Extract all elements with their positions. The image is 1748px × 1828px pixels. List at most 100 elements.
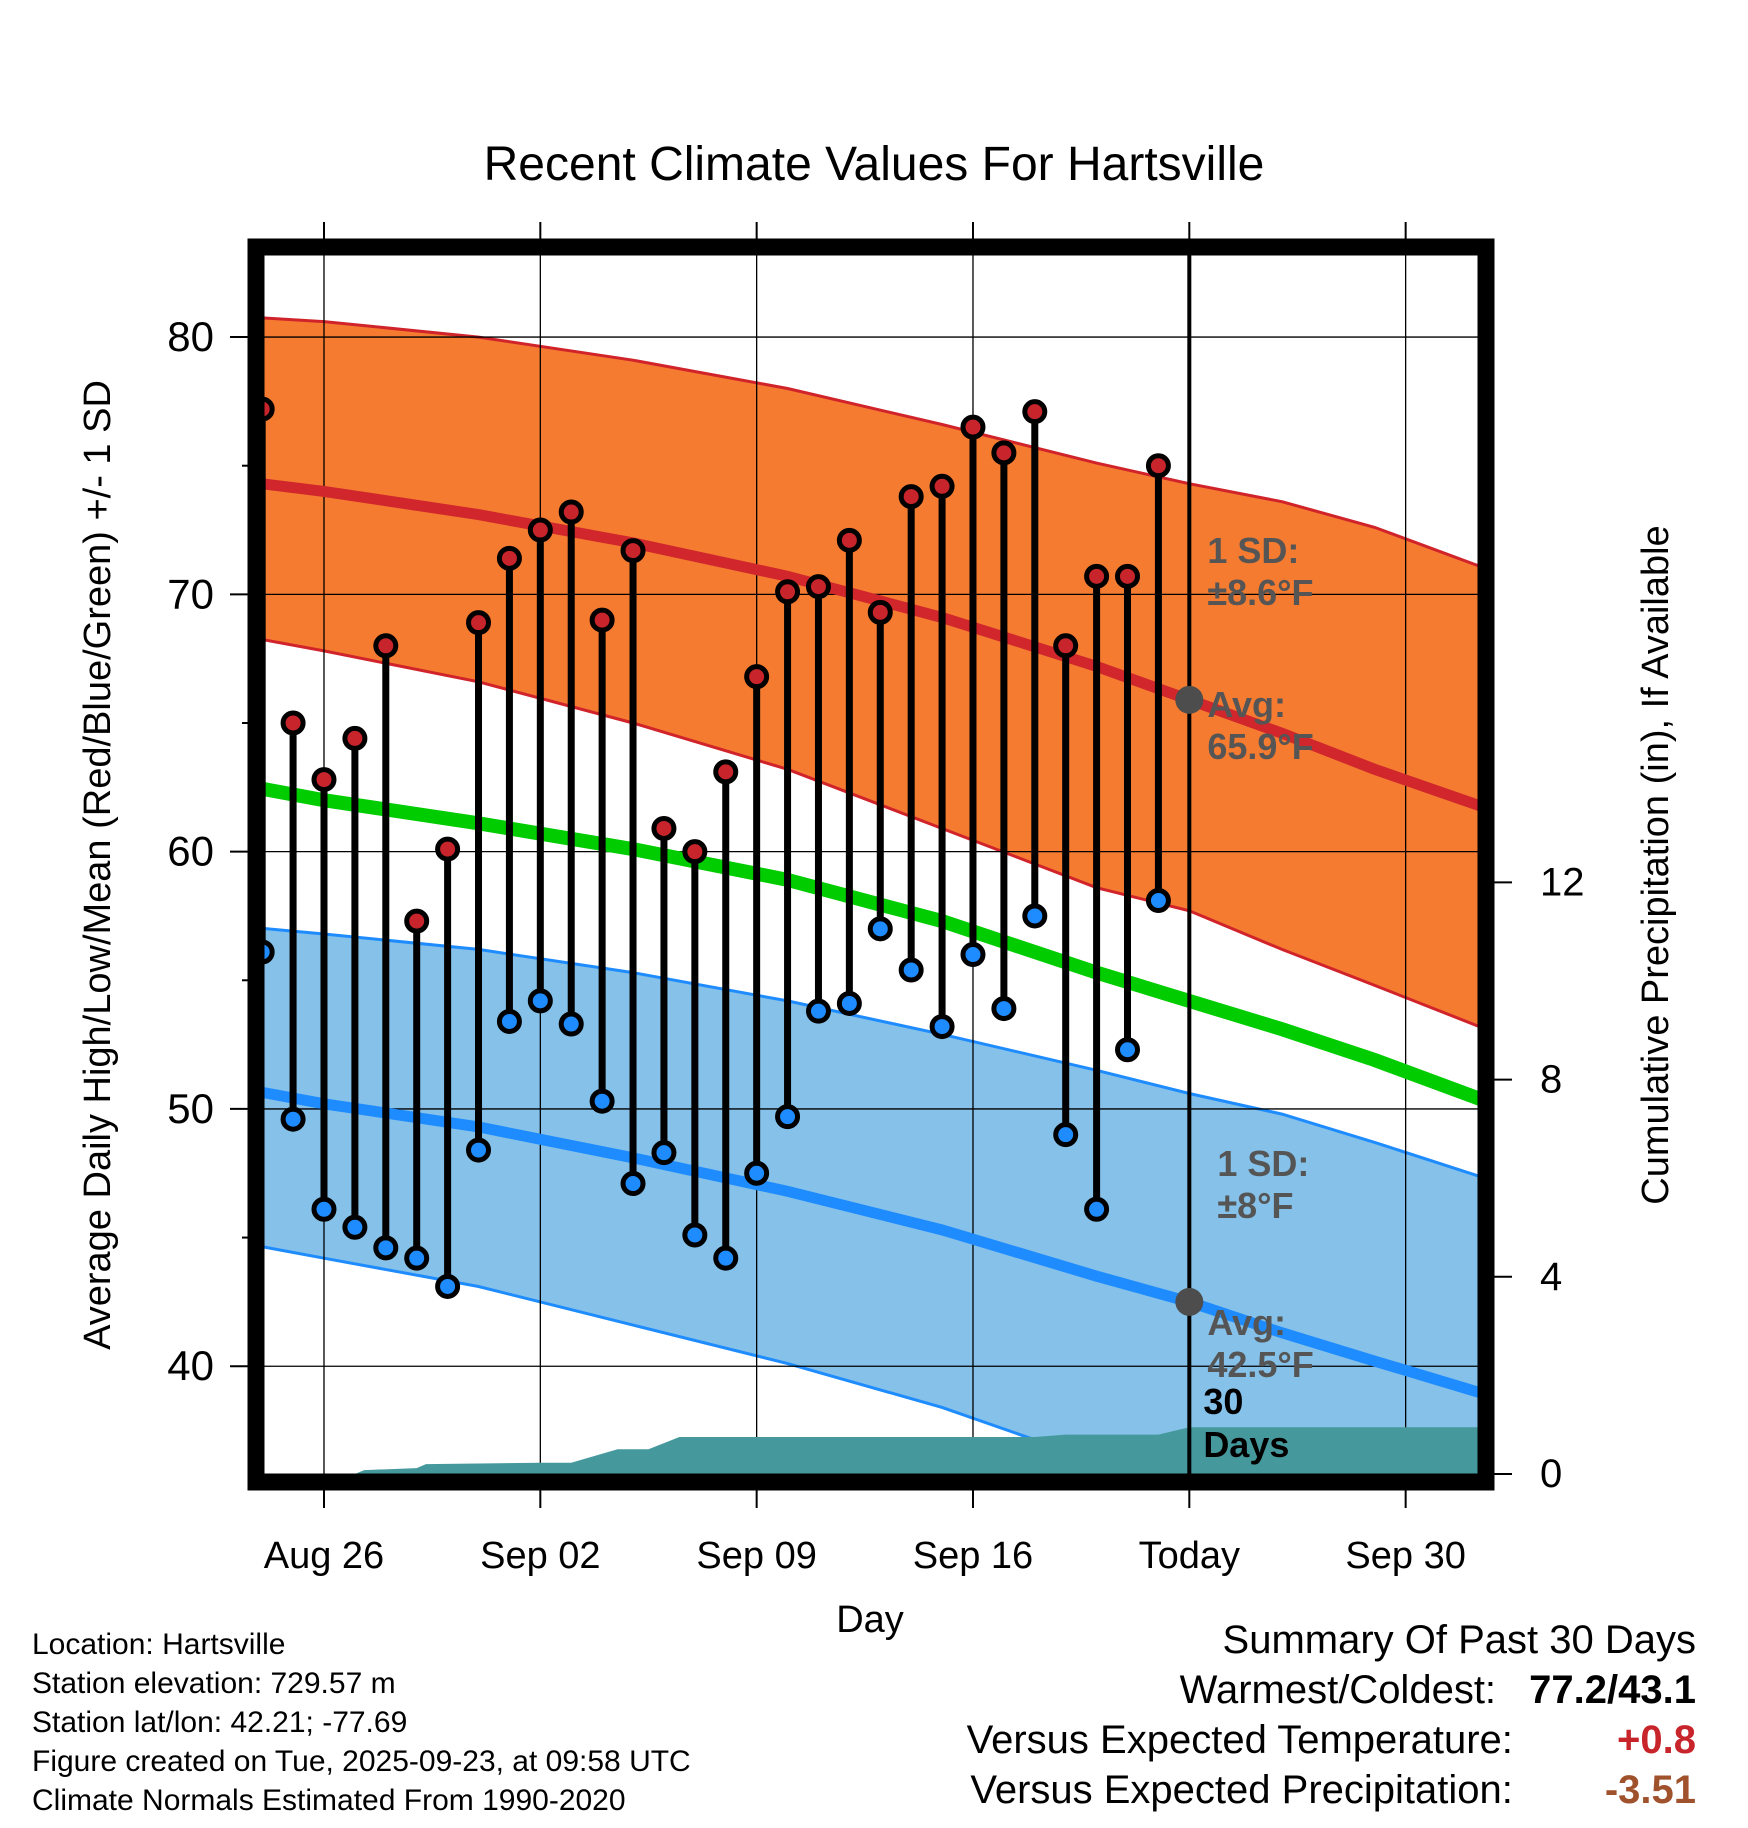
daily-low-point (435, 1273, 461, 1299)
y-tick-label: 40 (167, 1342, 214, 1389)
high-avg-label: Avg: (1207, 684, 1286, 725)
daily-high-point (651, 815, 677, 841)
y2-tick-label: 12 (1540, 860, 1585, 904)
today-high-avg-marker (1175, 685, 1204, 714)
daily-high-point (1084, 563, 1110, 589)
daily-high-point (1145, 453, 1171, 479)
x-tick-label: Sep 16 (913, 1535, 1033, 1577)
daily-low-point (342, 1214, 368, 1240)
y-axis-label: Average Daily High/Low/Mean (Red/Blue/Gr… (77, 380, 119, 1350)
daily-low-point (620, 1171, 646, 1197)
x-tick-label: Today (1139, 1535, 1240, 1577)
daily-low-point (280, 1106, 306, 1132)
daily-low-point (1084, 1196, 1110, 1222)
daily-high-point (311, 767, 337, 793)
y2-tick-label: 4 (1540, 1255, 1562, 1299)
y-tick-label: 70 (167, 570, 214, 617)
x-tick-label: Sep 09 (696, 1535, 816, 1577)
daily-low-point (558, 1011, 584, 1037)
daily-low-point (496, 1008, 522, 1034)
daily-low-point (404, 1245, 430, 1271)
daily-high-point (805, 574, 831, 600)
summary-precip-label: Versus Expected Precipitation: (970, 1768, 1513, 1812)
summary-warmest-row: Warmest/Coldest: 77.2/43.1 (967, 1665, 1696, 1715)
daily-high-point (620, 538, 646, 564)
daily-high-point (775, 579, 801, 605)
summary-warmest-label: Warmest/Coldest: (1179, 1668, 1497, 1712)
info-created: Figure created on Tue, 2025-09-23, at 09… (32, 1745, 691, 1778)
daily-low-point (744, 1160, 770, 1186)
daily-high-point (682, 839, 708, 865)
daily-low-point (1053, 1122, 1079, 1148)
high-sd-label: 1 SD: (1207, 530, 1299, 571)
daily-high-point (435, 836, 461, 862)
daily-high-point (342, 725, 368, 751)
daily-low-point (1145, 888, 1171, 914)
daily-high-point (991, 440, 1017, 466)
daily-high-point (960, 414, 986, 440)
plot-frame (247, 238, 1495, 1491)
high-band-upper-edge (256, 315, 1486, 571)
daily-high-point (713, 759, 739, 785)
summary-precip-row: Versus Expected Precipitation: -3.51 (967, 1765, 1696, 1815)
today-low-avg-marker (1175, 1287, 1204, 1316)
daily-low-point (867, 916, 893, 942)
info-latlon: Station lat/lon: 42.21; -77.69 (32, 1706, 408, 1739)
daily-high-point (558, 499, 584, 525)
daily-high-point (1022, 399, 1048, 425)
daily-low-point (311, 1196, 337, 1222)
y-tick-label: 80 (167, 313, 214, 360)
daily-low-point (651, 1140, 677, 1166)
summary-precip-value: -3.51 (1604, 1768, 1696, 1812)
daily-low-point (960, 942, 986, 968)
daily-high-point (466, 610, 492, 636)
low-sd-value: ±8°F (1217, 1185, 1293, 1226)
daily-low-point (1022, 903, 1048, 929)
daily-high-point (404, 908, 430, 934)
summary-panel: Summary Of Past 30 Days Warmest/Coldest:… (967, 1615, 1696, 1815)
daily-low-point (527, 988, 553, 1014)
y-tick-label: 50 (167, 1085, 214, 1132)
daily-high-point (496, 545, 522, 571)
daily-high-point (1115, 563, 1141, 589)
low-avg-label: Avg: (1207, 1302, 1286, 1343)
daily-high-point (589, 607, 615, 633)
x-tick-label: Sep 30 (1345, 1535, 1465, 1577)
days-count-label: 30 (1203, 1381, 1243, 1422)
daily-high-point (836, 527, 862, 553)
high-sd-value: ±8.6°F (1207, 572, 1313, 613)
low-avg-value: 42.5°F (1207, 1344, 1313, 1385)
info-elevation: Station elevation: 729.57 m (32, 1667, 396, 1700)
y2-axis-label: Cumulative Precipitation (in), If Availa… (1635, 525, 1677, 1204)
daily-low-point (836, 990, 862, 1016)
cumulative-precip-area (256, 1427, 1486, 1474)
daily-low-point (1115, 1037, 1141, 1063)
daily-high-point (527, 517, 553, 543)
normal-low-line (256, 1085, 1486, 1400)
daily-low-point (589, 1088, 615, 1114)
daily-high-point (1053, 633, 1079, 659)
daily-low-point (805, 998, 831, 1024)
summary-temp-label: Versus Expected Temperature: (966, 1718, 1513, 1762)
y2-tick-label: 0 (1540, 1452, 1562, 1496)
daily-low-point (991, 996, 1017, 1022)
summary-temp-value: +0.8 (1617, 1718, 1696, 1762)
x-tick-label: Aug 26 (264, 1535, 384, 1577)
daily-low-point (775, 1104, 801, 1130)
low-sd-band (256, 927, 1486, 1482)
summary-temp-row: Versus Expected Temperature: +0.8 (967, 1715, 1696, 1765)
summary-warmest-value: 77.2/43.1 (1529, 1668, 1696, 1712)
low-band-lower-edge (256, 1244, 1486, 1482)
daily-high-point (744, 664, 770, 690)
daily-low-point (682, 1222, 708, 1248)
high-avg-value: 65.9°F (1207, 726, 1313, 767)
station-info: Location: Hartsville Station elevation: … (32, 1625, 691, 1820)
daily-high-point (929, 473, 955, 499)
daily-low-point (373, 1235, 399, 1261)
chart-title: Recent Climate Values For Hartsville (484, 138, 1265, 191)
y2-tick-label: 8 (1540, 1058, 1562, 1102)
daily-low-point (466, 1137, 492, 1163)
daily-high-point (898, 484, 924, 510)
x-tick-label: Sep 02 (480, 1535, 600, 1577)
